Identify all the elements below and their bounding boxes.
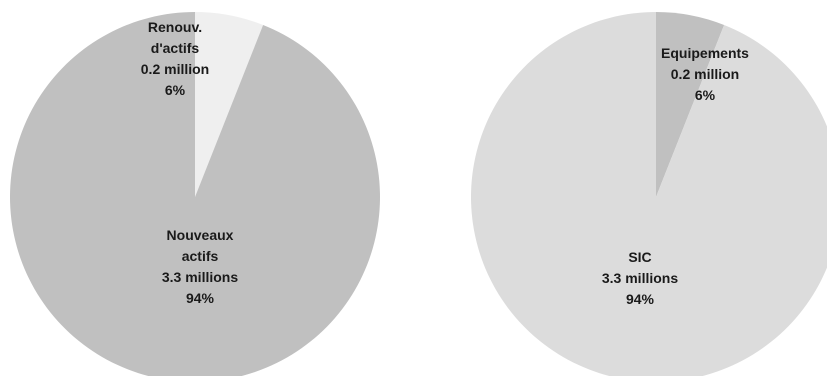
slice-percent-label: 94% [186, 290, 215, 306]
nouveaux-slice [10, 12, 380, 376]
slice-label-line: Renouv. [148, 19, 202, 35]
sic-slice [471, 12, 827, 376]
slice-amount-label: 0.2 million [141, 61, 209, 77]
equipements-slice [656, 12, 725, 197]
slice-percent-label: 6% [695, 87, 716, 103]
slice-percent-label: 94% [626, 291, 655, 307]
slice-label-line: actifs [182, 248, 219, 264]
slice-percent-label: 6% [165, 82, 186, 98]
slice-amount-label: 3.3 millions [602, 270, 678, 286]
slice-label-line: d'actifs [151, 40, 200, 56]
renouv-slice [195, 12, 264, 197]
slice-amount-label: 0.2 million [671, 66, 739, 82]
slice-label-line: Nouveaux [167, 227, 234, 243]
slice-amount-label: 3.3 millions [162, 269, 238, 285]
slice-label-line: Equipements [661, 45, 749, 61]
slice-label-line: SIC [628, 249, 651, 265]
